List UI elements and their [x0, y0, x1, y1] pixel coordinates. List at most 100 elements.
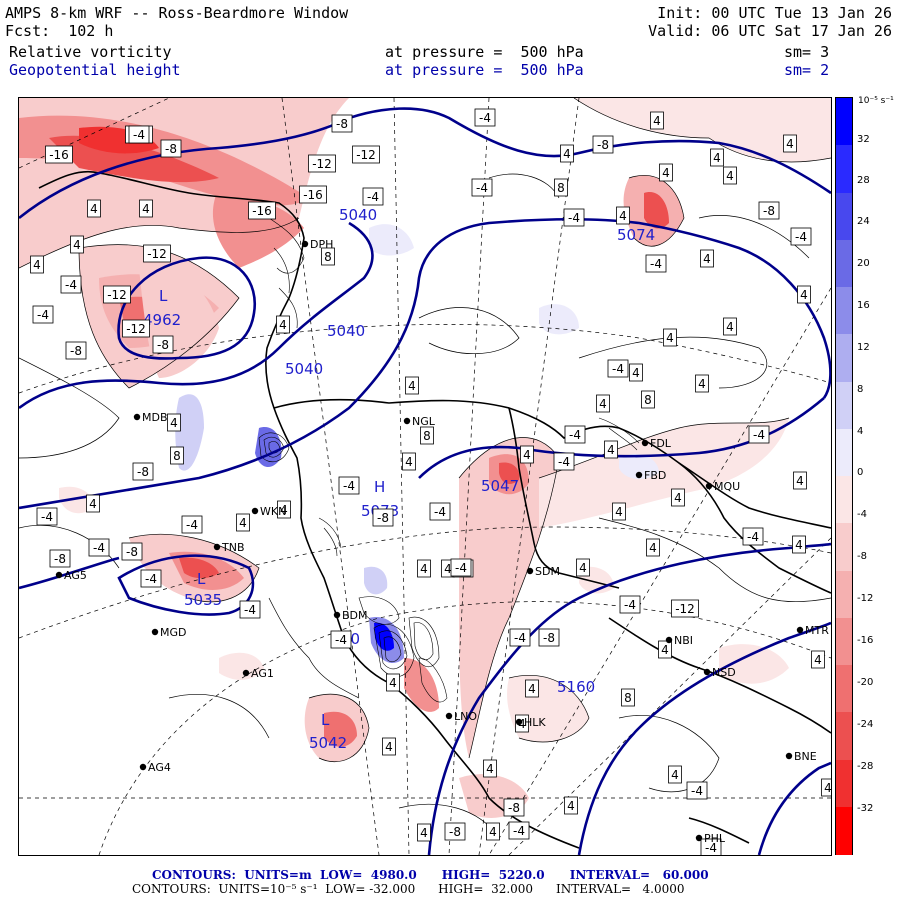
vorticity-value-label: 4	[710, 148, 724, 167]
vorticity-value-text: 4	[800, 288, 808, 302]
vorticity-value-text: -4	[41, 510, 53, 524]
vorticity-value-text: 4	[486, 762, 494, 776]
height-label: 5042	[309, 734, 347, 752]
vorticity-value-text: 4	[170, 416, 178, 430]
vorticity-value-label: -12	[122, 319, 150, 338]
vorticity-value-text: 8	[423, 429, 431, 443]
vorticity-value-text: -4	[476, 181, 488, 195]
colorbar-tick-label: 32	[857, 134, 870, 145]
station-dot	[526, 567, 534, 575]
model-title: AMPS 8-km WRF -- Ross-Beardmore Window	[5, 4, 349, 22]
vorticity-value-label: 4	[700, 249, 714, 268]
station-label: NGL	[412, 415, 436, 428]
colorbar-tick-label: 4	[857, 426, 864, 437]
vorticity-value-text: 4	[279, 318, 287, 332]
vorticity-value-text: -12	[126, 322, 146, 336]
vorticity-value-text: 4	[518, 717, 526, 731]
station-label: MDB	[142, 411, 168, 424]
vorticity-value-text: -8	[54, 552, 66, 566]
vorticity-value-text: 4	[73, 238, 81, 252]
vorticity-value-label: -4	[471, 178, 493, 197]
colorbar-segment	[836, 334, 852, 382]
vorticity-value-text: 8	[644, 393, 652, 407]
vorticity-value-text: -4	[691, 784, 703, 798]
vorticity-value-text: -16	[303, 188, 323, 202]
map-plot-area: 5040 5040 5040 4962 5073 5047 5074 5035 …	[18, 97, 832, 856]
forecast-hour: Fcst: 102 h	[5, 22, 114, 40]
station-marker: SDM	[526, 565, 560, 578]
vorticity-value-text: 4	[796, 474, 804, 488]
vorticity-value-text: 8	[324, 250, 332, 264]
vorticity-value-label: 4	[612, 502, 626, 521]
vorticity-value-text: -12	[675, 602, 695, 616]
colorbar-segment	[836, 287, 852, 335]
vorticity-value-text: -4	[479, 111, 491, 125]
pressure-mark: H	[374, 478, 385, 496]
vorticity-value-text: 4	[824, 781, 831, 795]
station-dot	[213, 543, 221, 551]
vorticity-value-text: -8	[449, 825, 461, 839]
height-label: 5040	[327, 322, 365, 340]
vorticity-value-label: 4	[236, 513, 250, 532]
station-dot	[796, 626, 804, 634]
vorticity-value-text: -8	[157, 338, 169, 352]
vorticity-value-label: 4	[486, 822, 500, 841]
vorticity-value-text: -4	[569, 428, 581, 442]
vorticity-value-label: 4	[520, 445, 534, 464]
station-label: HLK	[524, 716, 546, 729]
vorticity-value-label: -8	[121, 542, 143, 561]
station-marker: DPH	[301, 238, 333, 251]
station-label: AG5	[64, 569, 87, 582]
vorticity-value-label: -4	[508, 821, 530, 840]
vorticity-value-text: 4	[563, 147, 571, 161]
lat-lon-grid	[19, 98, 831, 855]
colorbar-segment	[836, 192, 852, 241]
vorticity-value-text: 4	[599, 397, 607, 411]
vorticity-value-label: 4	[793, 471, 807, 490]
vorticity-value-label: -8	[49, 549, 71, 568]
vorticity-value-label: 4	[560, 144, 574, 163]
station-label: NSD	[712, 666, 736, 679]
vorticity-value-text: -12	[147, 247, 167, 261]
vorticity-value-label: -4	[742, 527, 764, 546]
vorticity-value-text: 4	[726, 320, 734, 334]
pressure-mark: L	[321, 711, 330, 729]
vorticity-value-label: -8	[65, 341, 87, 360]
vorticity-value-label: 4	[525, 679, 539, 698]
vorticity-value-label: -4	[128, 125, 150, 144]
vorticity-value-label: 4	[668, 765, 682, 784]
station-label: LNO	[454, 710, 477, 723]
vorticity-value-text: 4	[814, 653, 822, 667]
station-dot	[403, 417, 411, 425]
station-label: BNE	[794, 750, 817, 763]
vorticity-value-label: 4	[576, 558, 590, 577]
vorticity-value-text: -4	[747, 530, 759, 544]
vorticity-value-label: 8	[621, 688, 635, 707]
station-label: NBI	[674, 634, 693, 647]
vorticity-value-label: -8	[592, 135, 614, 154]
vorticity-value-label: 4	[650, 111, 664, 130]
colorbar-tick-label: -8	[857, 551, 867, 562]
station-label: DPH	[310, 238, 333, 251]
vorticity-value-text: -4	[343, 479, 355, 493]
vorticity-value-label: -4	[239, 600, 261, 619]
vorticity-value-label: 4	[483, 759, 497, 778]
vorticity-value-label: -12	[352, 145, 380, 164]
vorticity-value-label: -4	[330, 630, 352, 649]
vorticity-value-text: 4	[674, 491, 682, 505]
station-label: BDM	[342, 609, 368, 622]
vorticity-value-label: -4	[700, 838, 722, 855]
vorticity-value-label: 4	[811, 650, 825, 669]
vorticity-value-text: 4	[615, 505, 623, 519]
field2-name: Geopotential height	[9, 61, 181, 79]
station-marker: HLK	[515, 716, 546, 729]
vorticity-value-label: 4	[405, 376, 419, 395]
vorticity-value-label: -8	[444, 822, 466, 841]
stations: NGL MDB WKN TNB AG5 MGD AG1 AG4 BDM SDM FDL FBD MQU N…	[55, 238, 829, 845]
vorticity-value-label: 4	[604, 440, 618, 459]
vorticity-value-label: -16	[299, 185, 327, 204]
vorticity-value-text: 4	[661, 643, 669, 657]
colorbar-segment	[836, 665, 852, 713]
vorticity-value-label: -12	[671, 599, 699, 618]
vorticity-value-label: 4	[663, 328, 677, 347]
